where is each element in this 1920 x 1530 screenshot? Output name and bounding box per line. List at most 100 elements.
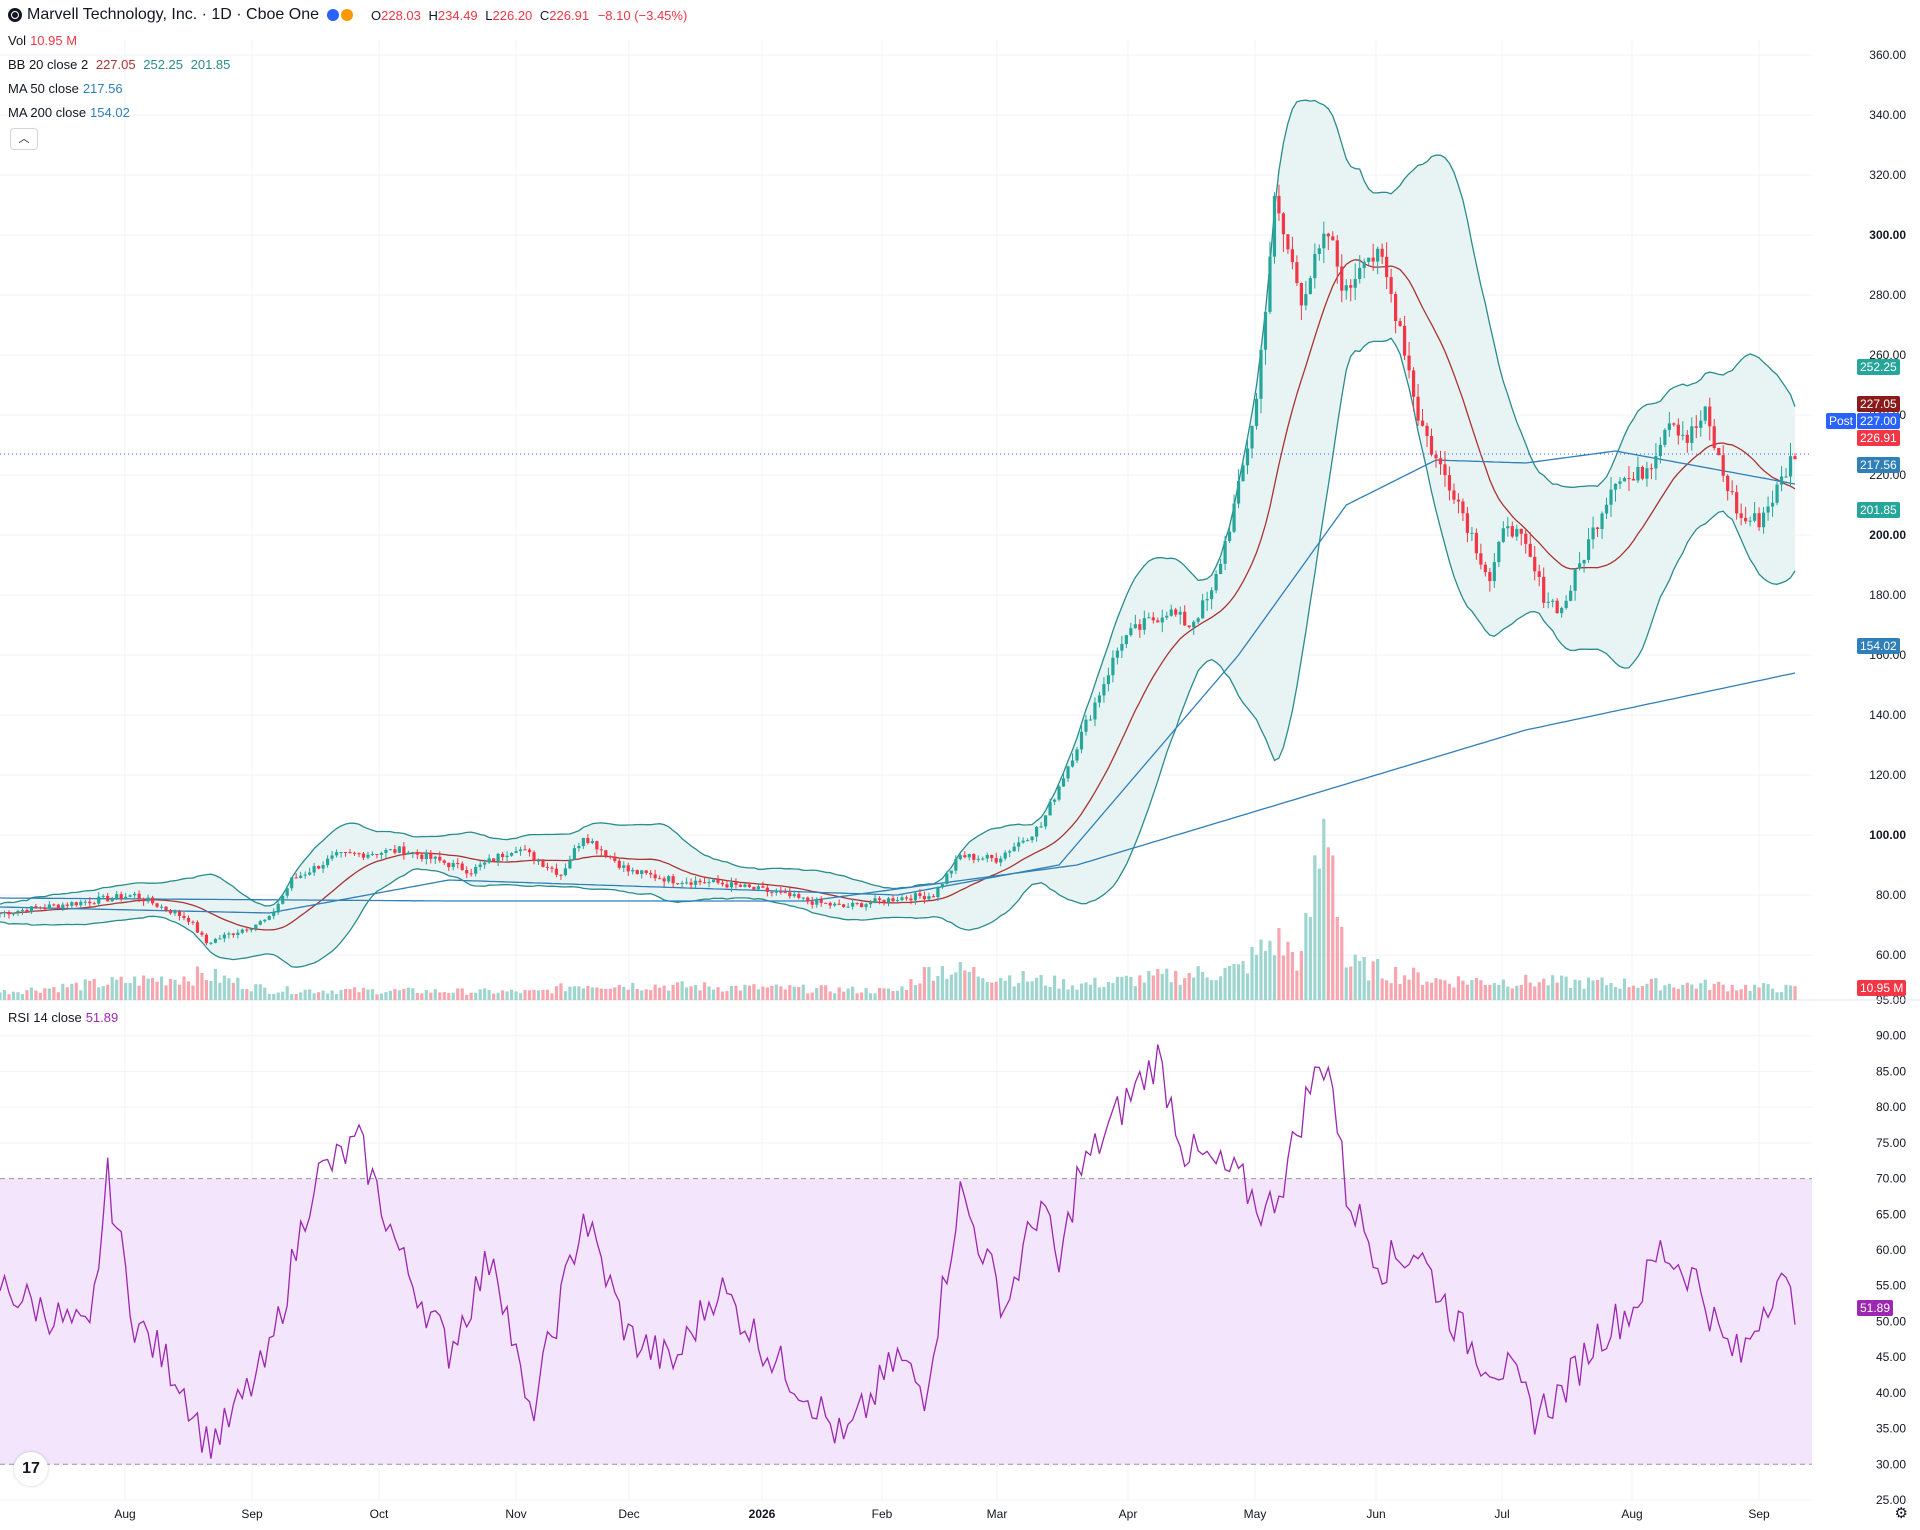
rsi-tick-label: 55.00 — [1876, 1279, 1906, 1293]
volume-bar — [159, 976, 164, 1000]
volume-bar — [640, 990, 644, 1000]
volume-bar — [56, 992, 60, 1000]
candle-body — [501, 853, 505, 857]
candle-body — [913, 893, 918, 901]
volume-bar — [1402, 975, 1407, 1000]
volume-bar — [451, 992, 455, 1000]
candle-body — [1178, 611, 1182, 615]
volume-bar — [411, 988, 415, 1000]
candle-body — [1613, 483, 1618, 490]
candle-body — [70, 902, 74, 906]
candle-body — [698, 880, 702, 883]
candle-body — [1241, 465, 1245, 482]
volume-bar — [922, 967, 927, 1000]
volume-bar — [523, 989, 527, 1000]
price-tick-label: 80.00 — [1876, 888, 1906, 902]
volume-bar — [1429, 982, 1434, 1000]
candle-body — [61, 904, 65, 909]
volume-bar — [770, 985, 774, 1000]
volume-bar — [680, 981, 684, 1000]
volume-bar — [245, 989, 249, 1000]
gear-icon[interactable]: ⚙ — [1894, 1505, 1908, 1522]
volume-bar — [133, 976, 137, 1000]
bb-legend[interactable]: BB 20 close 2 227.05 252.25 201.85 — [8, 57, 231, 72]
candle-body — [200, 932, 204, 935]
candle-body — [882, 899, 886, 903]
candle-body — [119, 894, 123, 900]
candle-body — [532, 852, 536, 861]
legend-collapse-button[interactable]: ︿ — [10, 128, 38, 150]
volume-bar — [590, 987, 594, 1000]
candle-body — [1663, 429, 1667, 445]
candle-body — [276, 903, 280, 913]
volume-bar — [267, 993, 271, 1000]
candle-body — [1245, 448, 1250, 466]
candle-body — [1219, 563, 1223, 575]
candle-body — [1582, 559, 1586, 564]
volume-bar — [433, 989, 437, 1000]
candle-body — [447, 862, 451, 868]
candle-body — [281, 895, 285, 904]
candle-body — [142, 898, 146, 902]
volume-bar — [456, 988, 460, 1000]
time-axis-label: Mar — [987, 1507, 1008, 1521]
candle-body — [792, 894, 796, 897]
candle-body — [1376, 248, 1380, 262]
ma50-line — [0, 450, 1796, 914]
ma200-legend[interactable]: MA 200 close 154.02 — [8, 105, 130, 120]
candle-body — [877, 898, 882, 900]
volume-bar — [1362, 956, 1366, 1000]
volume-bar — [182, 976, 186, 1000]
volume-bar — [1295, 970, 1299, 1000]
candle-body — [1546, 601, 1550, 603]
candle-body — [541, 860, 545, 867]
volume-bar — [1236, 964, 1241, 1000]
volume-bar — [1223, 967, 1227, 1000]
volume-bar — [1021, 971, 1025, 1000]
candle-body — [1506, 526, 1510, 529]
candle-body — [191, 921, 195, 923]
candle-body — [1281, 213, 1286, 235]
volume-bar — [846, 988, 850, 1000]
candle-body — [1385, 256, 1389, 278]
volume-bar — [1766, 984, 1770, 1000]
candle-body — [1416, 396, 1420, 421]
price-tick-label: 60.00 — [1876, 948, 1906, 962]
volume-bar — [1178, 984, 1182, 1000]
candle-body — [554, 868, 559, 875]
volume-bar — [891, 991, 895, 1000]
candle-body — [702, 882, 707, 884]
volume-bar — [424, 989, 428, 1000]
candle-body — [11, 912, 16, 915]
volume-bar — [1537, 982, 1541, 1000]
candle-body — [115, 894, 119, 899]
rsi-legend[interactable]: RSI 14 close 51.89 — [8, 1010, 119, 1025]
volume-bar — [1658, 990, 1662, 1000]
tradingview-icon[interactable]: 17 — [14, 1452, 48, 1486]
candle-body — [1604, 504, 1609, 514]
price-tick-label: 100.00 — [1869, 828, 1906, 842]
volume-bar — [1026, 981, 1030, 1000]
candle-body — [1304, 294, 1308, 306]
candle-body — [47, 904, 51, 909]
candle-body — [177, 911, 182, 916]
candle-body — [263, 919, 267, 922]
candle-body — [1129, 628, 1133, 636]
volume-bar — [972, 967, 976, 1000]
volume-bar — [465, 994, 469, 1000]
volume-bar — [1600, 977, 1604, 1000]
volume-bar — [729, 985, 734, 1000]
candle-body — [456, 863, 460, 865]
volume-bar — [1784, 984, 1788, 1000]
symbol-title[interactable]: Marvell Technology, Inc. · 1D · Cboe One — [27, 6, 319, 23]
vol-legend[interactable]: Vol 10.95 M — [8, 33, 78, 48]
ma50-legend[interactable]: MA 50 close 217.56 — [8, 81, 123, 96]
market-status-icon[interactable] — [326, 9, 355, 21]
volume-bar — [1447, 983, 1452, 1000]
candle-body — [1035, 827, 1039, 837]
candle-body — [1012, 846, 1016, 852]
candle-body — [1420, 420, 1425, 426]
volume-bar — [317, 992, 321, 1000]
candle-body — [931, 896, 935, 898]
